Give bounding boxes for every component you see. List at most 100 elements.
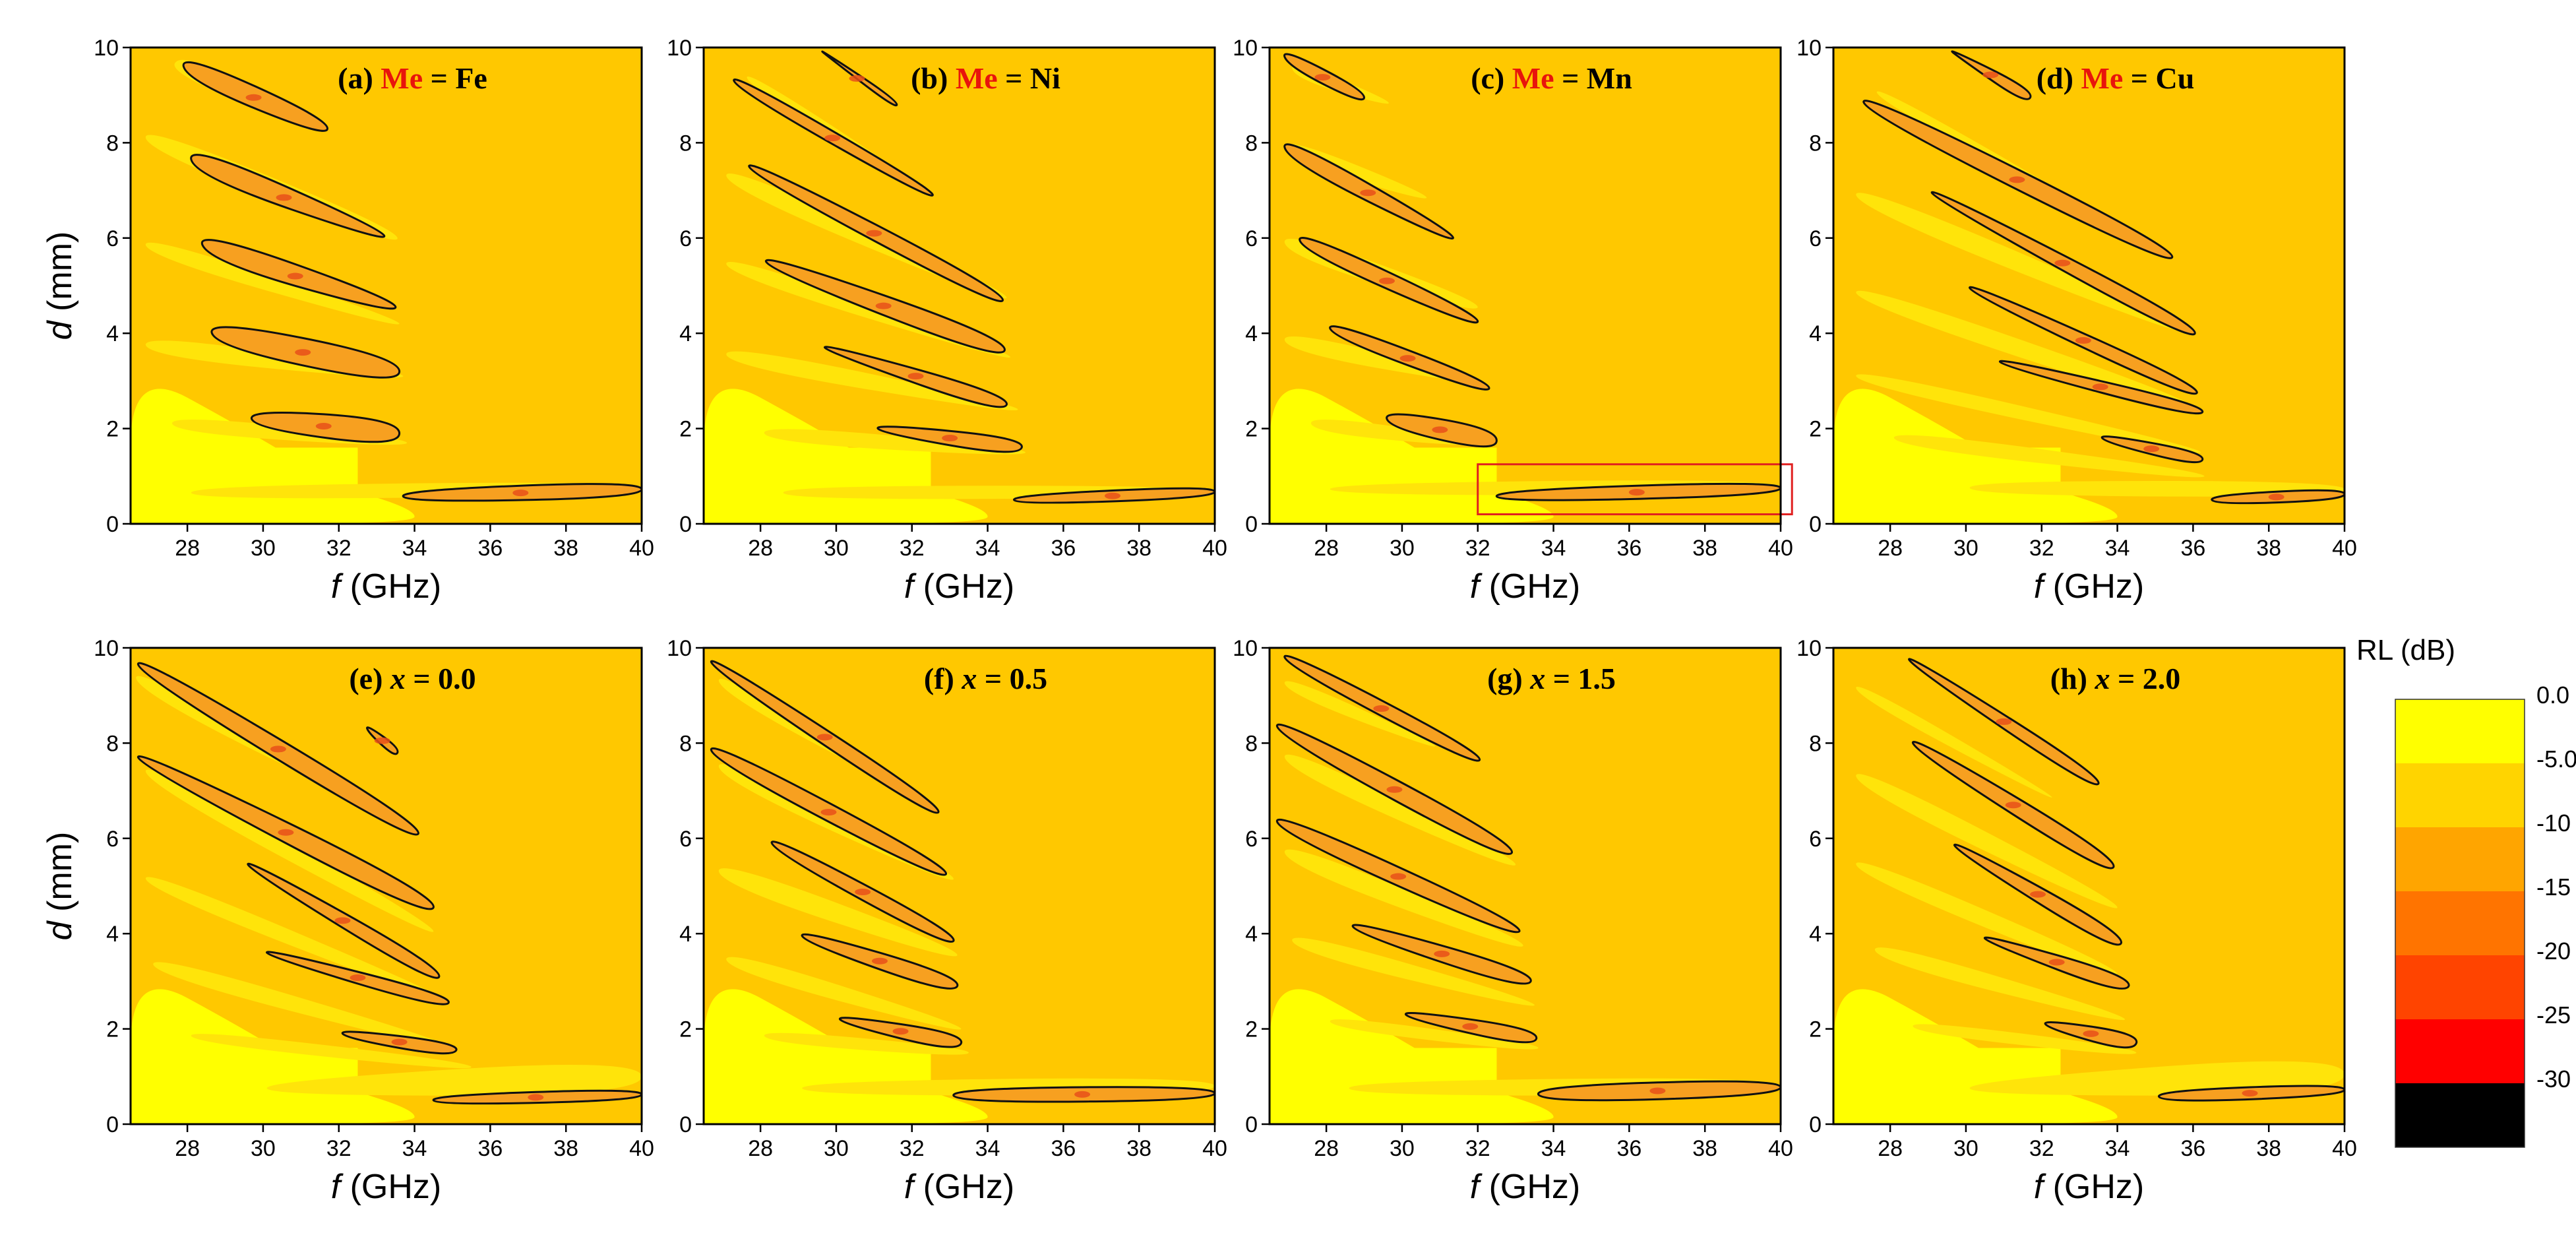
axes-frame-g [1268,647,1782,1125]
peak-marker [2005,802,2021,809]
x-tick-label: 36 [1051,1136,1076,1161]
low-loss-region [704,447,931,524]
peak-marker [866,230,882,237]
weak-band-d-1 [1856,193,2186,332]
x-tick-label: 28 [175,536,200,561]
panel-c: 28 30 32 34 36 38 40 0 2 4 6 8 10 f (GHz) (c) Me = Mn [1233,36,1793,606]
panel-title-b: (b) Me = Ni [911,61,1060,95]
axes-frame-d [1832,46,2346,525]
peak-marker [2075,337,2091,344]
weak-band-g-4 [1330,1019,1539,1050]
peak-marker [245,94,262,101]
x-tick-label: 30 [251,536,276,561]
y-tick-label: 10 [667,636,692,661]
x-axis-title: f (GHz) [904,567,1015,606]
peak-marker [2030,891,2046,898]
x-tick-label: 40 [1768,536,1793,561]
peak-marker [278,829,294,836]
x-tick-label: 30 [1390,1136,1415,1161]
colorbar-level-label: -30 [2536,1065,2571,1092]
weak-band-e-5 [266,1065,642,1096]
weak-band-d-2 [1856,290,2193,408]
y-tick-label: 8 [679,731,692,756]
peak-marker [2092,383,2108,391]
weak-band-g-2 [1284,849,1523,947]
peak-marker [2242,1090,2258,1097]
panel-title-h: (h) x = 2.0 [2050,662,2180,695]
colorbar-swatch [2395,955,2525,1019]
weak-band-e-1 [145,769,434,932]
weak-band-b-3 [726,351,1018,410]
y-tick-label: 6 [1809,827,1822,852]
x-axis-title: f (GHz) [1470,1168,1581,1206]
weak-band-e-4 [191,1034,472,1069]
x-tick-label: 34 [975,536,1000,561]
peak-marker [374,737,390,744]
x-axis-title: f (GHz) [2034,567,2145,606]
panel-title-e: (e) x = 0.0 [349,662,475,695]
y-tick-label: 0 [679,512,692,537]
y-tick-label: 2 [1245,1017,1258,1042]
y-tick-label: 8 [106,131,119,156]
contour-field-f [704,660,1215,1124]
x-tick-label: 32 [1465,1136,1490,1161]
contour-field-a [131,59,642,524]
panel-h: 28 30 32 34 36 38 40 0 2 4 6 8 10 f (GHz) (h) x = 2.0 [1796,636,2357,1206]
x-tick-label: 38 [1692,536,1717,561]
axes-frame-a [129,46,643,525]
panel-e: 28 30 32 34 36 38 40 0 2 4 6 8 10 f (GHz) d (mm) (e) x … [41,636,654,1206]
weak-band-e-3 [153,962,453,1049]
x-tick-label: 28 [748,536,773,561]
y-tick-label: 4 [1809,321,1822,346]
highlight-box [1477,463,1793,516]
axes-frame-c [1268,46,1782,525]
weak-band-h-1 [1856,774,2118,908]
weak-band-d-3 [1856,374,2201,453]
peak-marker [907,373,924,380]
peak-marker [871,957,888,965]
x-tick-label: 34 [1541,1136,1566,1161]
y-tick-label: 8 [106,731,119,756]
peak-marker [1462,1023,1479,1030]
peak-marker [2083,1030,2099,1037]
x-tick-label: 38 [2256,1136,2281,1161]
x-tick-label: 38 [1126,1136,1151,1161]
x-tick-label: 38 [1126,536,1151,561]
colorbar-swatch [2395,891,2525,955]
x-tick-label: 28 [1314,536,1339,561]
peak-marker [287,272,303,280]
y-tick-label: 4 [106,321,119,346]
peak-marker [1628,489,1645,496]
y-tick-label: 6 [679,827,692,852]
x-tick-label: 32 [326,536,352,561]
x-tick-label: 34 [1541,536,1566,561]
colorbar-level-label: 0.0 [2536,681,2569,709]
weak-band-h-2 [1856,862,2118,975]
peak-marker [855,889,871,896]
panel-d: 28 30 32 34 36 38 40 0 2 4 6 8 10 f (GHz) (d) Me = Cu [1796,36,2357,606]
x-tick-label: 40 [629,1136,654,1161]
x-tick-label: 28 [1314,1136,1339,1161]
weak-band-d-4 [1893,435,2205,478]
peak-marker [270,745,286,753]
x-tick-label: 32 [900,1136,925,1161]
panel-title-g: (g) x = 1.5 [1487,662,1616,695]
y-tick-label: 0 [1809,1112,1822,1137]
colorbar-title: RL (dB) [2356,634,2455,666]
colorbar-swatch [2395,1083,2525,1147]
y-tick-label: 4 [106,922,119,947]
peak-marker [276,194,292,201]
weak-band-f-4 [764,1032,969,1055]
x-tick-label: 40 [1202,1136,1227,1161]
contour-field-g [1270,654,1781,1124]
peak-marker [1390,873,1407,880]
peak-marker [1314,74,1331,81]
peak-marker [942,435,958,442]
y-tick-label: 10 [1233,636,1258,661]
y-tick-label: 6 [679,226,692,251]
y-axis-title: d (mm) [41,232,79,340]
weak-band-h-4 [1913,1024,2137,1054]
x-tick-label: 32 [1465,536,1490,561]
